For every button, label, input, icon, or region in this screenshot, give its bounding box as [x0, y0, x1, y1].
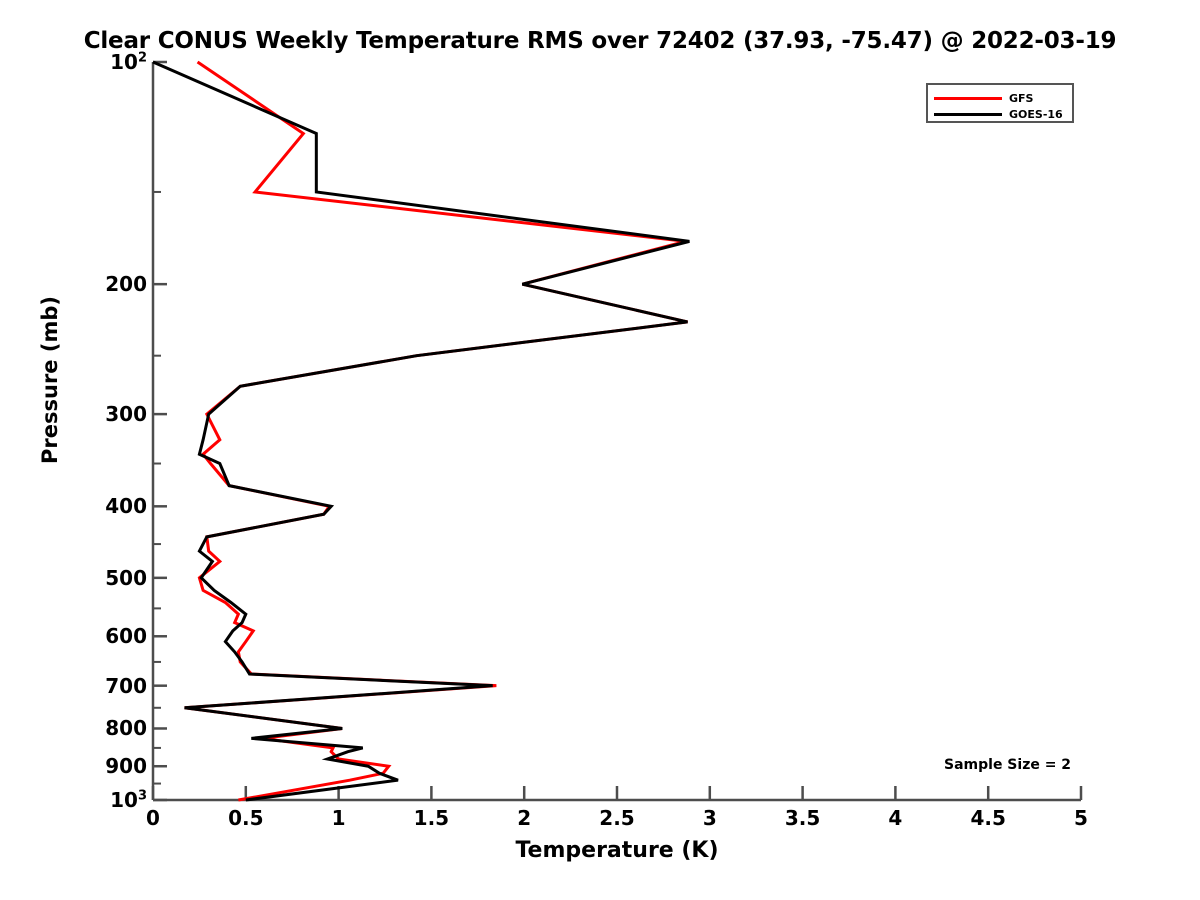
y-tick-label: 600	[105, 624, 147, 649]
page-title: Clear CONUS Weekly Temperature RMS over …	[83, 28, 1117, 54]
y-axis-label: Pressure (mb)	[38, 296, 62, 464]
y-tick-label: 800	[105, 716, 147, 741]
y-tick-label: 500	[105, 565, 147, 590]
x-tick-label: 5	[1074, 806, 1088, 830]
x-axis-label: Temperature (K)	[515, 838, 719, 863]
axis-frame	[151, 62, 1081, 802]
x-tick-label: 2	[517, 806, 532, 830]
y-tick-label: 700	[105, 673, 147, 698]
x-tick-label: 4	[888, 806, 903, 830]
sample-size-annotation: Sample Size = 2	[944, 757, 1072, 773]
series-line-goes-16	[152, 60, 690, 802]
y-tick-label: 200	[105, 272, 147, 297]
y-tick-label: 103	[110, 788, 147, 812]
legend: GFS GOES-16	[926, 83, 1074, 123]
legend-item-goes-16: GOES-16	[934, 106, 1063, 122]
y-axis-ticks	[153, 60, 167, 802]
y-tick-label: 400	[105, 494, 147, 519]
x-tick-label: 0.5	[228, 806, 264, 830]
legend-label: GOES-16	[1009, 107, 1063, 121]
x-tick-label: 3.5	[784, 806, 821, 830]
legend-label: GFS	[1009, 91, 1034, 105]
data-series-layer	[152, 60, 690, 802]
legend-color-swatch	[934, 96, 1002, 100]
x-tick-label: 4.5	[970, 806, 1006, 830]
legend-color-swatch	[934, 112, 1002, 116]
legend-item-gfs: GFS	[934, 90, 1033, 106]
x-axis-ticks	[151, 786, 1083, 800]
y-tick-label: 900	[105, 754, 147, 779]
y-tick-label: 102	[110, 50, 147, 74]
y-tick-label: 300	[105, 402, 147, 427]
x-tick-label: 2.5	[599, 806, 635, 830]
x-tick-label: 1	[331, 806, 346, 830]
x-tick-label: 1.5	[413, 806, 450, 830]
x-tick-label: 0	[146, 806, 160, 830]
x-tick-label: 3	[702, 806, 717, 830]
